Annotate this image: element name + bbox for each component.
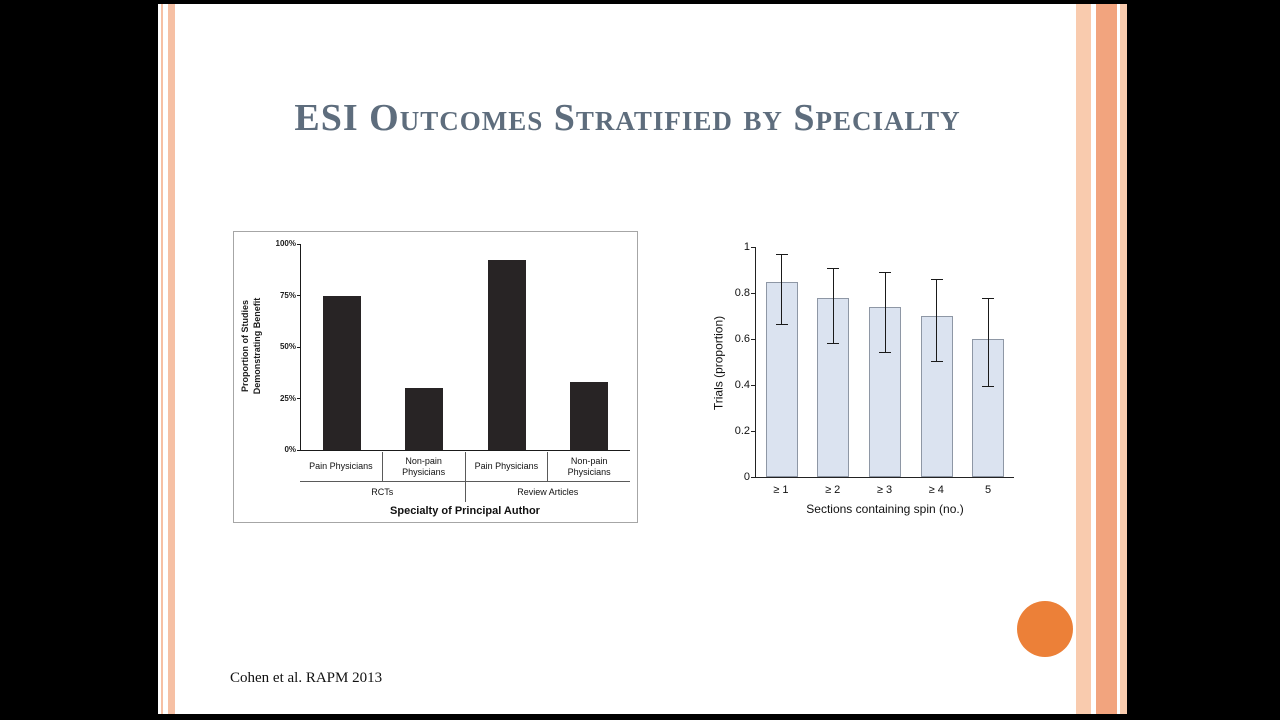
citation-text: Cohen et al. RAPM 2013 (230, 670, 383, 686)
right-chart-error-cap-top (982, 297, 995, 299)
right-chart-error-cap-top (879, 272, 891, 274)
right-chart-error-cap-top (827, 267, 840, 269)
left-chart-ytick-label: 75% (279, 290, 296, 300)
left-chart-bar (405, 388, 444, 450)
right-chart-ytick-label: 0.4 (734, 379, 750, 391)
right-stripe-edge (1120, 4, 1127, 714)
right-chart-error-bar (832, 267, 834, 344)
left-chart-ytick-mark (297, 295, 301, 296)
right-chart-xtick-label: ≥ 3 (876, 484, 893, 496)
left-chart-category-label: Non-pain Physicians (383, 452, 466, 481)
right-chart-error-bar (936, 279, 938, 362)
left-chart-ytick-label: 100% (275, 239, 296, 248)
left-chart-ytick-label: 25% (279, 393, 296, 403)
right-chart-xlabel: Sections containing spin (no.) (806, 502, 964, 516)
right-stripe-outer (1076, 4, 1091, 714)
right-chart-error-cap-bottom (775, 324, 788, 326)
left-chart-group-label: RCTs (300, 482, 466, 502)
right-chart-ytick-label: 0.2 (734, 425, 750, 437)
right-chart-xtick-label: 5 (985, 484, 992, 496)
left-chart-bar (569, 382, 608, 450)
right-chart-xtick-label: ≥ 4 (928, 484, 944, 496)
right-chart-error-cap-bottom (930, 361, 943, 362)
right-chart-error-bar (781, 253, 783, 326)
right-chart-error-cap-bottom (827, 342, 840, 344)
accent-circle-decoration (1017, 601, 1073, 657)
left-chart-ytick-mark (297, 449, 301, 451)
right-chart-ytick-label: 0 (743, 471, 750, 483)
right-chart-error-bar (987, 297, 989, 388)
right-chart-ytick-mark (751, 292, 756, 294)
right-chart-plot: 0 0.2 0.4 0.6 0.8 1 (735, 241, 1014, 483)
slide: ESI Outcomes Stratified by Specialty Pro… (158, 4, 1127, 714)
right-stripe-mid (1096, 4, 1117, 714)
left-stripe-thin (161, 4, 163, 714)
right-chart-xtick-label: ≥ 1 (773, 484, 789, 496)
left-chart-bar (487, 260, 526, 450)
right-chart-error-cap-top (775, 253, 788, 255)
right-chart-ytick-label: 1 (743, 241, 750, 253)
left-chart-group-label: Review Articles (517, 487, 579, 497)
right-chart: Trials (proportion) 0 0.2 0.4 0.6 0.8 1 ≥ 1 ≥ … (708, 234, 1178, 534)
left-chart-category-label: Non-pain Physicians (567, 455, 611, 477)
left-chart-ytick-label: 50% (279, 342, 296, 351)
left-chart-groups: RCTs Review Articles (300, 482, 630, 502)
right-chart-ytick-label: 0.6 (734, 333, 750, 345)
left-chart-category-label: Pain Physicians (466, 452, 549, 481)
left-chart-xlabel: Specialty of Principal Author (390, 505, 540, 517)
right-chart-xtick-label: ≥ 2 (825, 484, 841, 496)
left-chart-ytick-mark (297, 346, 301, 348)
left-chart-bar (323, 295, 362, 450)
right-chart-xticks: ≥ 1 ≥ 2 ≥ 3 ≥ 4 5 (755, 484, 1014, 496)
right-chart-bar (972, 339, 1005, 477)
right-chart-ytick-mark (751, 246, 756, 248)
left-chart-category-label: Pain Physicians (300, 452, 383, 481)
left-chart: Proportion of Studies Demonstrating Bene… (233, 231, 638, 523)
slide-title: ESI Outcomes Stratified by Specialty (294, 97, 961, 139)
right-chart-ytick-label: 0.8 (734, 287, 750, 299)
left-chart-ytick-label: 0% (284, 445, 296, 454)
right-chart-ytick-mark (751, 476, 756, 478)
left-chart-ytick-mark (297, 398, 301, 399)
right-chart-error-cap-bottom (879, 351, 891, 353)
right-chart-ytick-mark (751, 338, 756, 340)
left-chart-categories: Pain Physicians Non-pain Physicians Pain P… (300, 452, 630, 482)
right-chart-error-cap-top (930, 279, 943, 281)
left-chart-ytick-mark (297, 243, 301, 245)
right-chart-ytick-mark (751, 430, 756, 432)
right-chart-ytick-mark (751, 384, 756, 386)
right-chart-ylabel: Trials (proportion) (711, 315, 726, 411)
right-chart-error-cap-bottom (982, 386, 995, 388)
right-chart-error-bar (884, 272, 886, 353)
left-stripe-wide (168, 4, 175, 714)
left-chart-plot: 0% 25% 50% 75% 100% (276, 239, 630, 454)
